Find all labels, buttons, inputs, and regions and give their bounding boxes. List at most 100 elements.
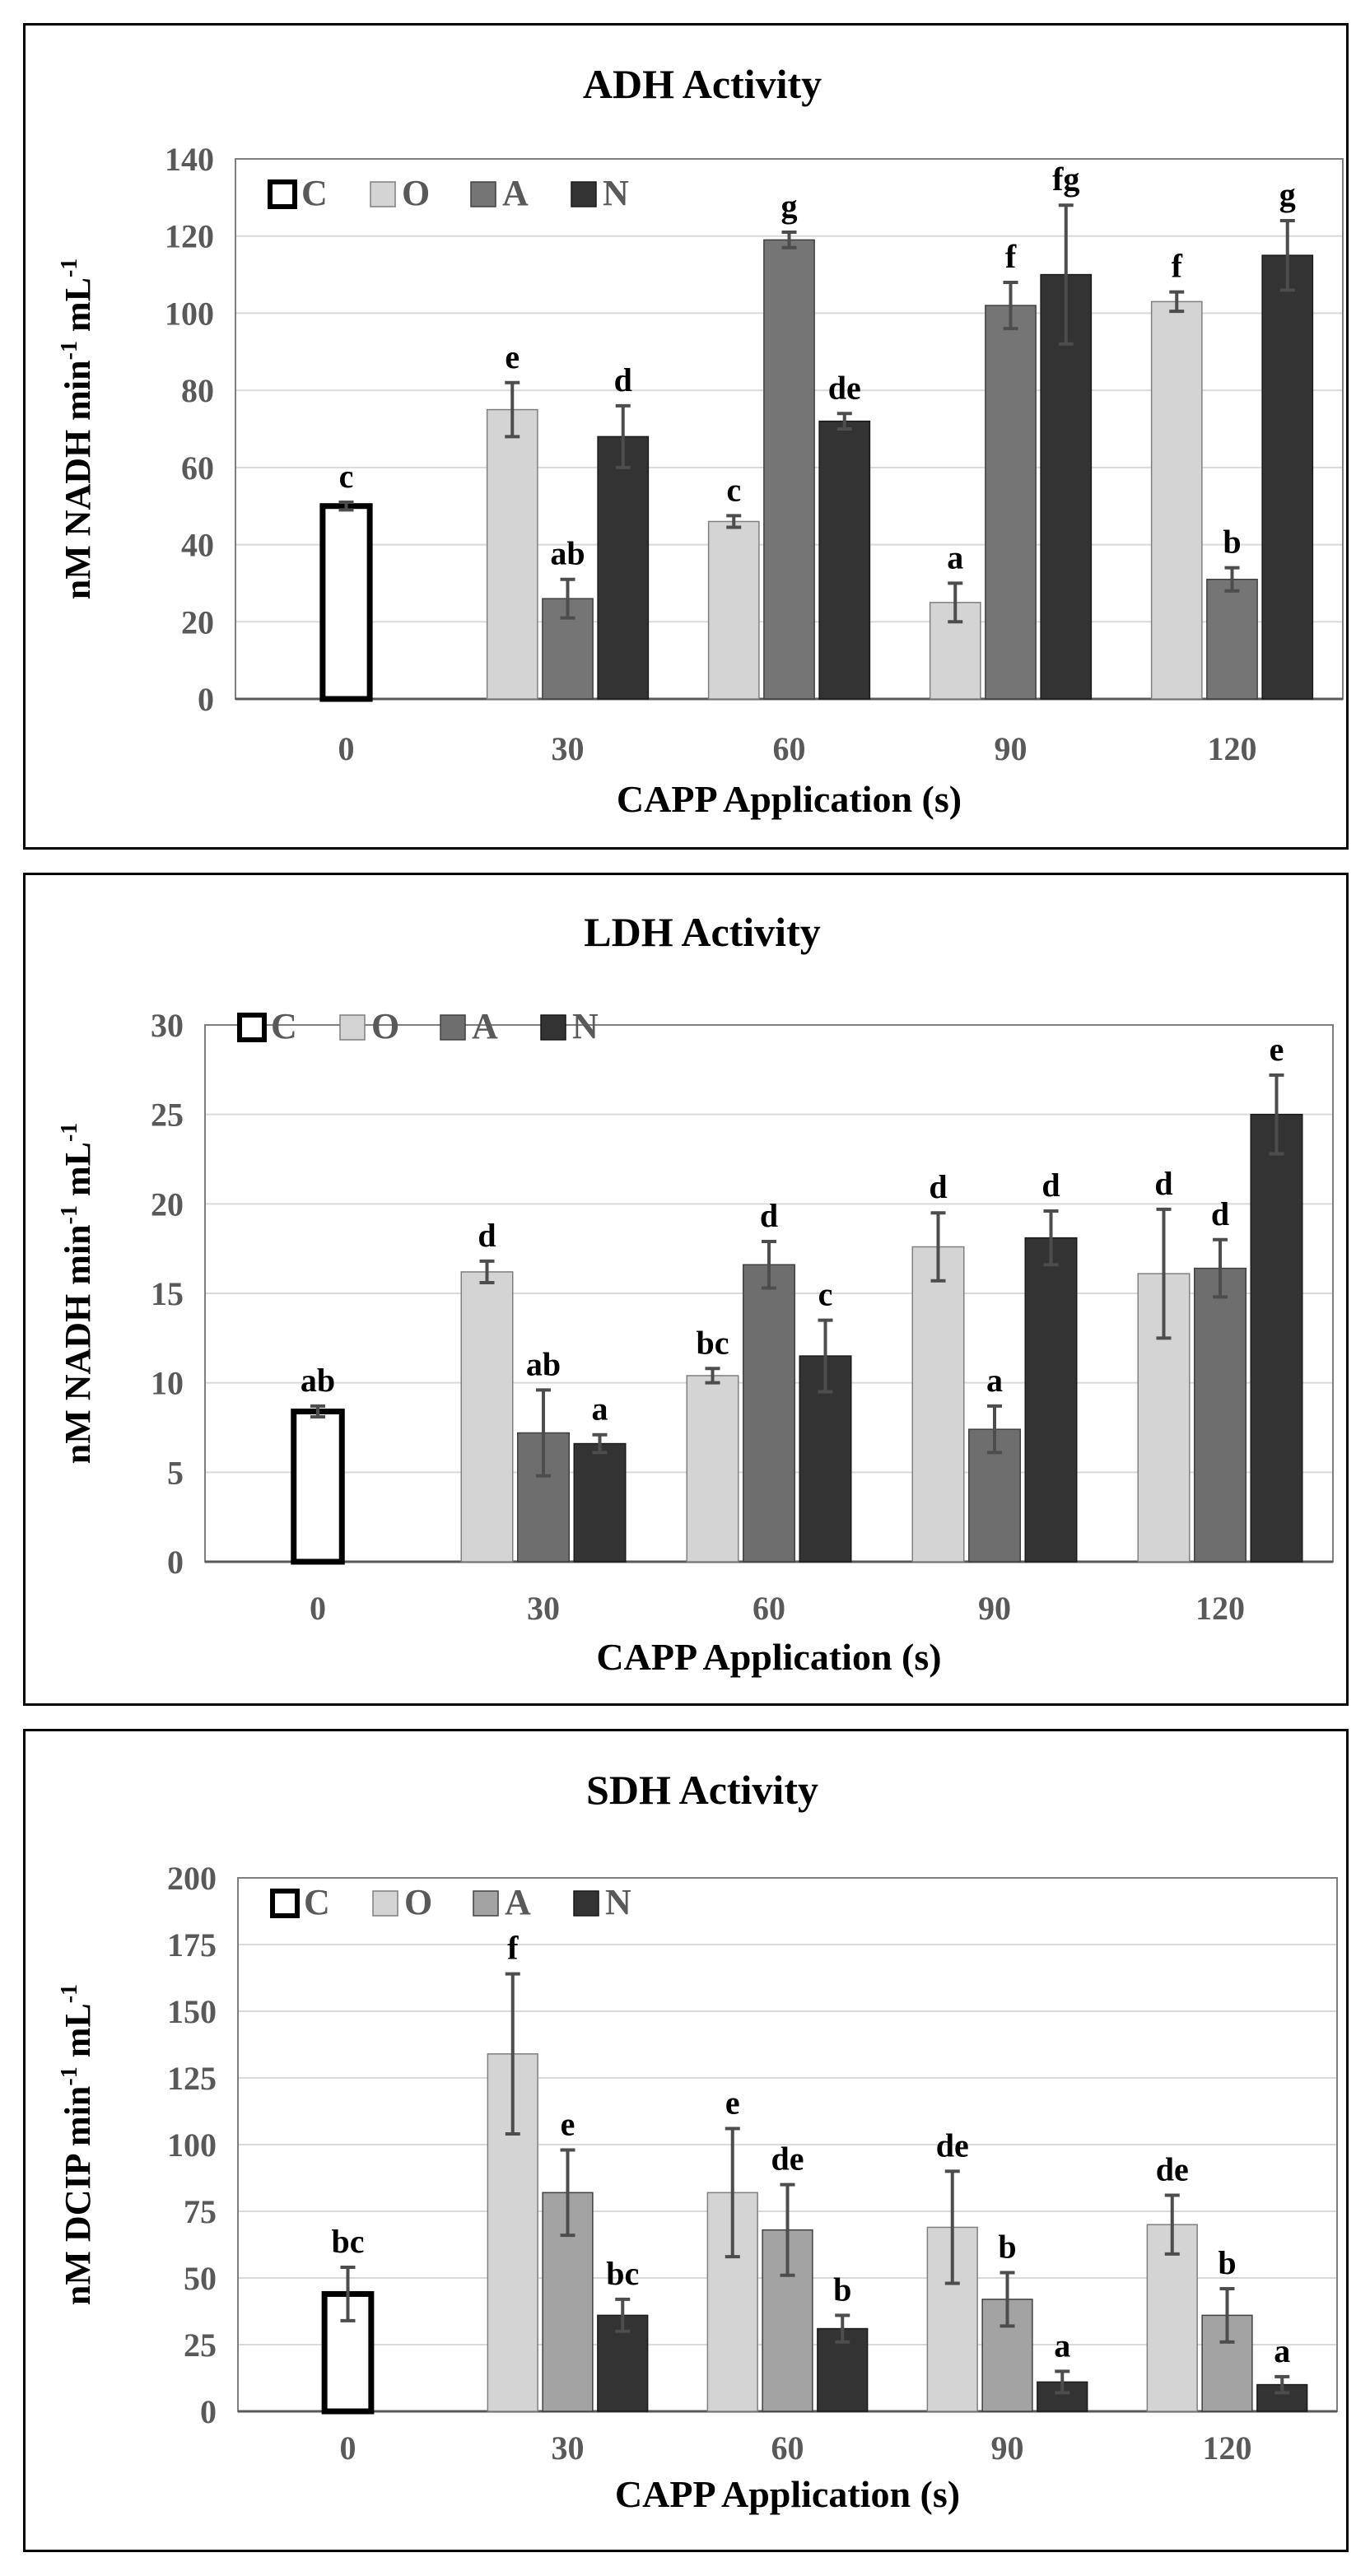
bar-n-30	[597, 436, 650, 700]
legend-label-o: O	[404, 1882, 432, 1922]
significance-letter: c	[818, 1276, 833, 1313]
bar-n-90	[1024, 1237, 1078, 1563]
y-tick-label: 175	[167, 1926, 217, 1963]
x-tick-label: 60	[771, 2429, 804, 2467]
significance-letter: de	[828, 369, 861, 406]
adh-chart: ADH Activity0204060801001201400c30eabd60…	[57, 61, 1344, 820]
significance-letter: g	[1279, 176, 1296, 213]
significance-letter: d	[614, 361, 632, 398]
ldh-chart-panel: LDH Activity 0 5 10 15 20 25 30 0 ab 30 d ab a 60 bc d c 9…	[23, 873, 1349, 1706]
chart-title: LDH Activity	[584, 909, 820, 955]
y-tick-label: 10	[151, 1365, 184, 1402]
legend-label-a: A	[505, 1882, 531, 1922]
chart-title: ADH Activity	[583, 61, 822, 107]
significance-letter: bc	[606, 2255, 639, 2292]
y-tick-label: 100	[165, 295, 214, 332]
legend-swatch-o	[370, 181, 396, 207]
x-tick-label: 30	[552, 2429, 585, 2467]
bar-c-0	[291, 1408, 345, 1565]
bar-a-90	[985, 305, 1037, 700]
legend-swatch-n	[540, 1014, 566, 1041]
y-tick-label: 25	[151, 1097, 184, 1134]
y-tick-label: 60	[181, 450, 214, 487]
bar-n-120	[1261, 254, 1314, 700]
y-tick-label: 25	[184, 2327, 217, 2364]
y-tick-label: 0	[200, 2393, 217, 2430]
bar-a-60	[763, 239, 815, 700]
significance-letter: a	[1054, 2327, 1070, 2364]
y-tick-label: 120	[165, 218, 214, 255]
y-axis-label: nM NADH min-1 mL-1	[57, 1123, 98, 1465]
significance-letter: f	[507, 1930, 519, 1967]
x-tick-label: 30	[552, 730, 585, 767]
legend-label-n: N	[603, 173, 629, 213]
bar-n-60	[818, 420, 871, 700]
significance-letter: fg	[1052, 161, 1079, 198]
significance-letter: b	[1223, 524, 1241, 561]
x-axis-label: CAPP Application (s)	[596, 1636, 941, 1678]
y-tick-label: 30	[151, 1007, 184, 1044]
sdh-chart-panel: SDH Activity 0 25 50 75 100 125 150 175 200 0 bc 30 f…	[23, 1729, 1349, 2552]
significance-letter: d	[760, 1197, 778, 1234]
significance-letter: e	[561, 2105, 575, 2142]
x-tick-label: 0	[310, 1590, 326, 1627]
x-tick-label: 90	[991, 2429, 1024, 2467]
x-tick-label: 120	[1195, 1590, 1245, 1627]
legend-swatch-a	[473, 1890, 499, 1917]
x-tick-label: 60	[753, 1590, 785, 1627]
ldh-chart: LDH Activity0510152025300ab30daba60bcdc9…	[57, 909, 1334, 1678]
significance-letter: de	[936, 2126, 969, 2164]
significance-letter: d	[1211, 1195, 1229, 1232]
significance-letter: f	[1172, 248, 1183, 285]
legend-swatch-o	[372, 1890, 398, 1917]
x-tick-label: 60	[773, 730, 806, 767]
legend-label-a: A	[502, 173, 529, 213]
bar-a-120	[1194, 1267, 1247, 1563]
y-axis-label: nM NADH min-1 mL-1	[57, 259, 98, 600]
bar-a-120	[1206, 578, 1258, 700]
y-tick-label: 5	[167, 1454, 184, 1491]
significance-letter: e	[1270, 1031, 1284, 1068]
significance-letter: g	[781, 188, 798, 225]
bar-a-60	[743, 1264, 795, 1563]
legend-swatch-n	[571, 181, 597, 207]
y-axis-label: nM DCIP min-1 mL-1	[57, 1984, 98, 2305]
significance-letter: bc	[697, 1324, 729, 1361]
significance-letter: e	[725, 2085, 740, 2122]
legend-label-a: A	[472, 1006, 498, 1046]
y-tick-label: 15	[151, 1275, 184, 1312]
chart-title: SDH Activity	[586, 1767, 818, 1813]
bar-o-90	[911, 1246, 965, 1563]
significance-letter: f	[1005, 238, 1017, 275]
legend-label-c: C	[271, 1006, 297, 1046]
y-tick-label: 100	[167, 2126, 217, 2164]
significance-letter: c	[726, 471, 741, 508]
x-tick-label: 120	[1203, 2429, 1252, 2467]
y-tick-label: 75	[184, 2193, 217, 2230]
y-tick-label: 0	[167, 1544, 184, 1581]
bar-o-60	[707, 520, 760, 700]
significance-letter: d	[1154, 1165, 1172, 1202]
x-axis-label: CAPP Application (s)	[617, 778, 962, 820]
y-tick-label: 40	[181, 527, 214, 564]
significance-letter: ab	[301, 1362, 335, 1399]
legend-label-o: O	[371, 1006, 399, 1046]
bar-n-120	[1250, 1113, 1303, 1563]
y-tick-label: 140	[165, 141, 214, 178]
legend-label-c: C	[301, 173, 328, 213]
legend-swatch-c	[270, 1889, 300, 1918]
significance-letter: c	[339, 458, 354, 495]
significance-letter: ab	[526, 1345, 561, 1382]
x-tick-label: 90	[978, 1590, 1011, 1627]
legend-swatch-c	[268, 179, 297, 209]
significance-letter: b	[833, 2271, 851, 2308]
x-axis-label: CAPP Application (s)	[615, 2473, 960, 2515]
bar-c-0	[319, 503, 373, 702]
legend-swatch-o	[339, 1014, 366, 1041]
x-tick-label: 90	[995, 730, 1028, 767]
y-tick-label: 80	[181, 372, 214, 409]
x-tick-label: 0	[338, 730, 355, 767]
significance-letter: b	[1218, 2244, 1236, 2281]
significance-letter: b	[998, 2229, 1016, 2266]
